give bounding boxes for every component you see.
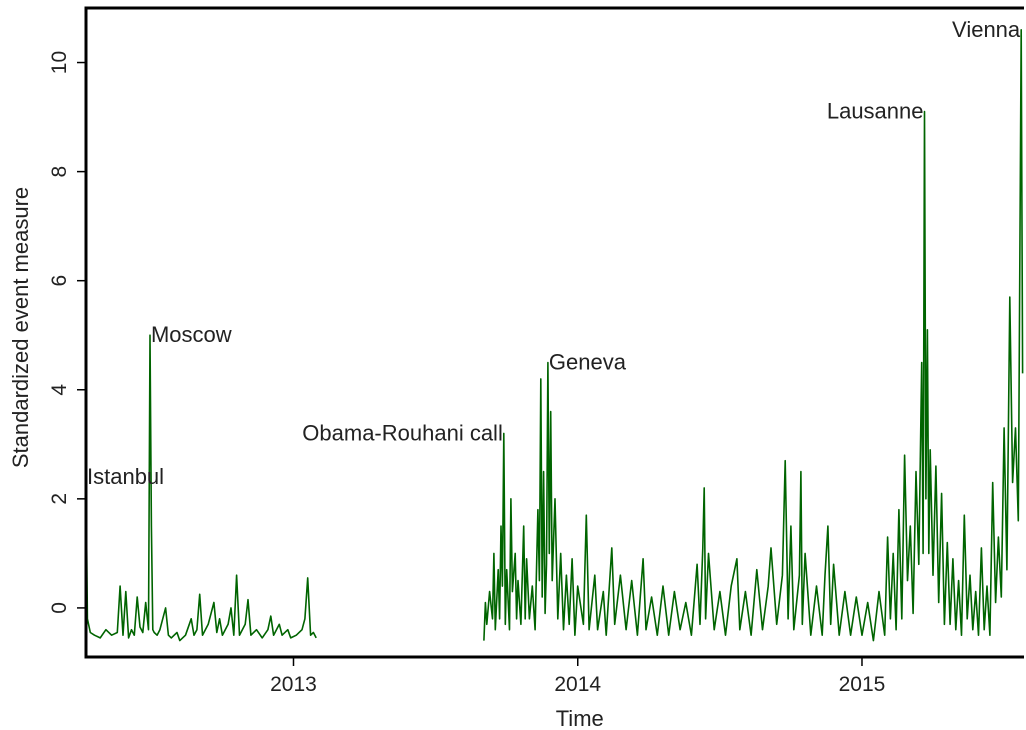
series-lines bbox=[85, 28, 1024, 642]
y-tick-label: 8 bbox=[48, 166, 71, 178]
x-tick-label: 2013 bbox=[270, 673, 317, 696]
x-tick-label: 2015 bbox=[839, 673, 886, 696]
y-tick-label: 6 bbox=[48, 275, 71, 287]
annotation-label: Geneva bbox=[549, 349, 627, 374]
event-annotations: Istanbul Moscow Obama-Rouhani call Geneva La… bbox=[87, 17, 1021, 489]
y-axis-title: Standardized event measure bbox=[8, 187, 33, 468]
y-tick-label: 0 bbox=[48, 602, 71, 614]
y-tick-label: 4 bbox=[48, 384, 71, 396]
x-axis-ticks: 2013 2014 2015 bbox=[270, 657, 885, 696]
y-axis-ticks: 0 2 4 6 8 10 bbox=[48, 51, 86, 614]
x-axis-title: Time bbox=[556, 706, 604, 730]
annotation-label: Lausanne bbox=[827, 99, 924, 124]
annotation-label: Obama-Rouhani call bbox=[302, 420, 503, 445]
x-tick-label: 2014 bbox=[554, 673, 601, 696]
y-tick-label: 10 bbox=[48, 51, 71, 74]
series-line-1 bbox=[85, 334, 317, 642]
annotation-label: Istanbul bbox=[87, 464, 164, 489]
annotation-label: Moscow bbox=[151, 322, 232, 347]
y-tick-label: 2 bbox=[48, 493, 71, 505]
series-line-2 bbox=[483, 28, 1024, 642]
axes-frame bbox=[84, 6, 1024, 659]
annotation-label: Vienna bbox=[952, 17, 1021, 42]
